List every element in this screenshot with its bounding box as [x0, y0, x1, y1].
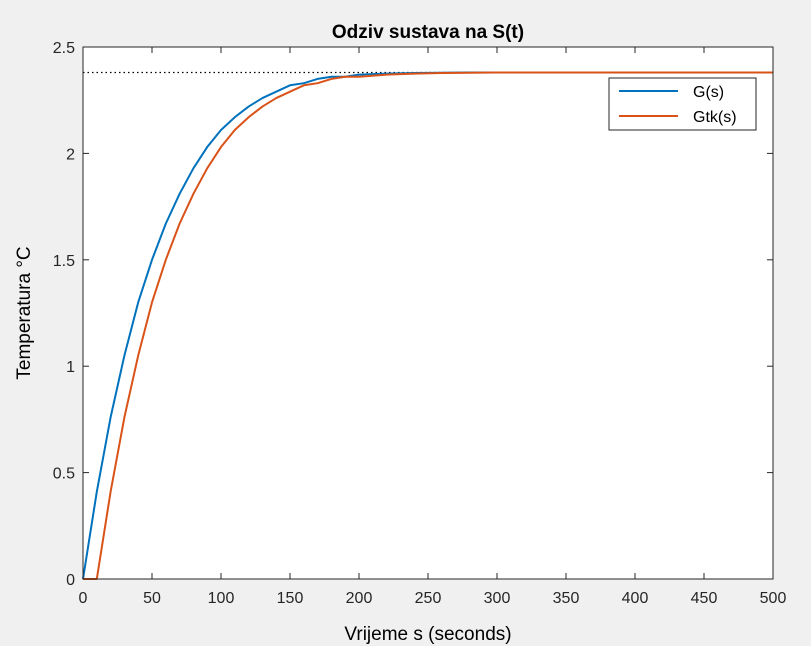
x-tick-label: 500 [760, 590, 787, 607]
x-tick-label: 150 [277, 590, 304, 607]
x-tick-label: 300 [484, 590, 511, 607]
y-tick-label: 0 [66, 572, 75, 589]
legend-label-g: G(s) [693, 84, 724, 101]
y-tick-label: 2 [66, 146, 75, 163]
x-tick-label: 250 [415, 590, 442, 607]
x-tick-label: 100 [208, 590, 235, 607]
legend-box [608, 77, 757, 131]
series-line-gtk [83, 71, 773, 580]
y-axis-label: Temperatura °C [14, 246, 35, 379]
tick-layer: 0 50 100 150 200 250 300 350 400 450 500 0 0.5 1 1.5 2 2… [53, 40, 787, 607]
x-tick-label: 0 [79, 590, 88, 607]
legend: G(s) Gtk(s) [608, 77, 757, 131]
x-tick-label: 450 [691, 590, 718, 607]
plot-area [83, 47, 773, 579]
x-tick-label: 350 [553, 590, 580, 607]
x-tick-label: 400 [622, 590, 649, 607]
chart-title: Odziv sustava na S(t) [332, 22, 524, 43]
x-tick-label: 200 [346, 590, 373, 607]
x-tick-label: 50 [143, 590, 161, 607]
y-tick-label: 2.5 [53, 40, 75, 57]
series-layer [82, 71, 773, 580]
legend-label-gtk: Gtk(s) [693, 109, 737, 126]
y-tick-label: 1 [66, 359, 75, 376]
x-axis-label: Vrijeme s (seconds) [344, 624, 511, 645]
y-tick-label: 0.5 [53, 466, 75, 483]
y-tick-label: 1.5 [53, 253, 75, 270]
